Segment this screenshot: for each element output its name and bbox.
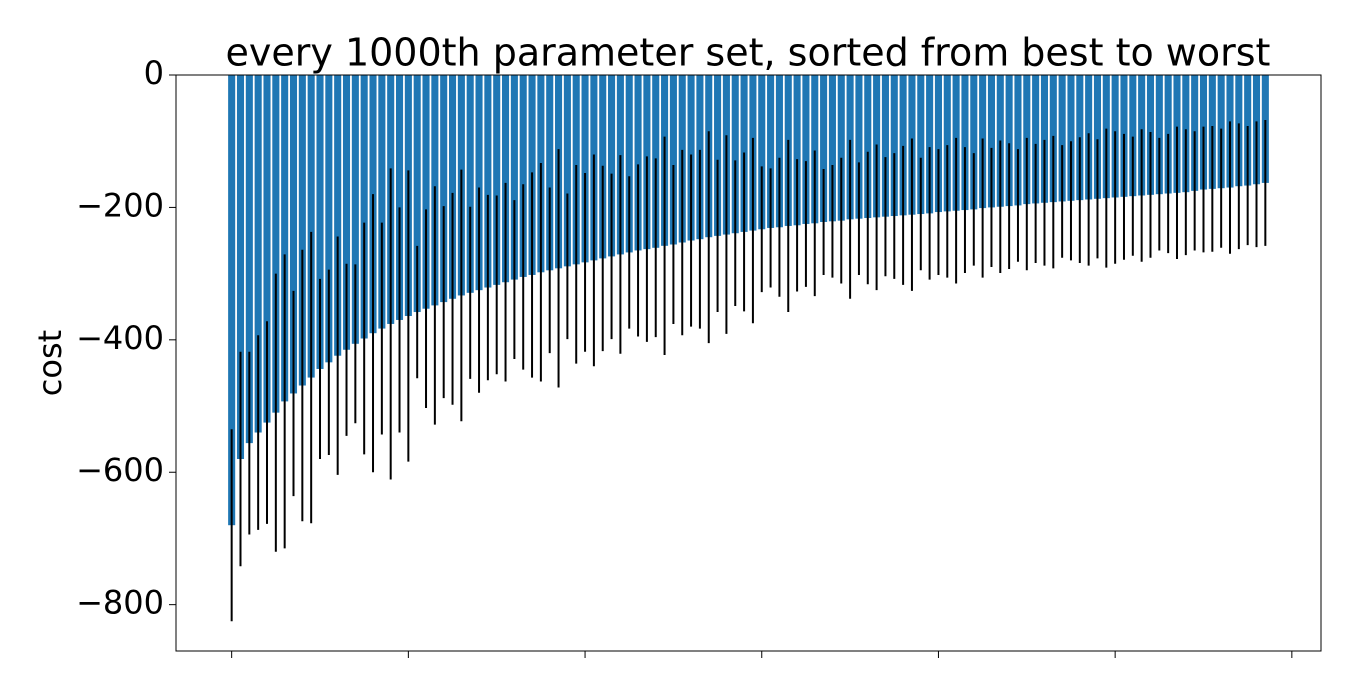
bar — [634, 75, 642, 251]
y-tick-label: 0 — [144, 54, 164, 92]
bar — [926, 75, 934, 214]
bar — [334, 75, 342, 356]
bar — [254, 75, 262, 433]
bar — [475, 75, 483, 291]
bar — [731, 75, 739, 234]
bar — [281, 75, 289, 402]
bar — [325, 75, 333, 363]
bar — [360, 75, 368, 339]
bar — [563, 75, 571, 267]
bar — [298, 75, 306, 386]
bar — [837, 75, 845, 221]
bar — [1040, 75, 1049, 203]
bar — [855, 75, 863, 219]
bar — [1032, 75, 1040, 204]
bar — [625, 75, 633, 253]
bar — [820, 75, 828, 222]
bar — [934, 75, 942, 213]
bar — [1014, 75, 1022, 206]
bar — [811, 75, 819, 224]
bar — [881, 75, 889, 217]
bar — [466, 75, 474, 293]
bar — [493, 75, 501, 285]
bar — [263, 75, 271, 423]
bar — [245, 75, 253, 444]
bar — [448, 75, 457, 299]
bar — [608, 75, 616, 257]
bar — [519, 75, 527, 277]
bar — [510, 75, 518, 280]
bar — [1093, 75, 1102, 199]
bar — [440, 75, 448, 303]
bar — [1058, 75, 1066, 202]
bar — [342, 75, 351, 350]
bar — [899, 75, 907, 216]
bar — [758, 75, 766, 230]
bar — [378, 75, 386, 329]
bar — [316, 75, 324, 369]
y-tick-label: −200 — [76, 186, 164, 224]
y-tick-label: −400 — [76, 319, 164, 357]
bar — [502, 75, 510, 283]
bar — [767, 75, 775, 228]
bar — [228, 75, 236, 526]
bar — [669, 75, 677, 245]
plot-frame — [175, 74, 1322, 652]
bar — [714, 75, 722, 236]
bar — [351, 75, 359, 344]
bar — [890, 75, 898, 217]
bar — [1129, 75, 1137, 197]
chart-title: every 1000th parameter set, sorted from … — [226, 31, 1271, 75]
bar — [581, 75, 589, 263]
bar — [1067, 75, 1075, 201]
y-tick-label: −800 — [76, 584, 164, 622]
bar — [961, 75, 969, 211]
bar — [775, 75, 783, 228]
bar — [413, 75, 421, 313]
bar — [987, 75, 995, 208]
bar — [943, 75, 951, 212]
bar — [236, 75, 245, 459]
bar — [546, 75, 554, 271]
bar — [484, 75, 492, 288]
bar — [307, 75, 315, 378]
bar — [864, 75, 872, 219]
y-axis-label: cost — [31, 330, 69, 396]
bar — [395, 75, 404, 320]
bar — [793, 75, 801, 226]
y-tick-label: −600 — [76, 451, 164, 489]
bar — [970, 75, 978, 210]
bar — [802, 75, 810, 224]
bar — [1155, 75, 1163, 195]
bar — [917, 75, 925, 215]
bar — [828, 75, 836, 222]
bar — [1005, 75, 1013, 207]
bar — [289, 75, 298, 394]
bar — [272, 75, 280, 413]
bar — [422, 75, 430, 309]
